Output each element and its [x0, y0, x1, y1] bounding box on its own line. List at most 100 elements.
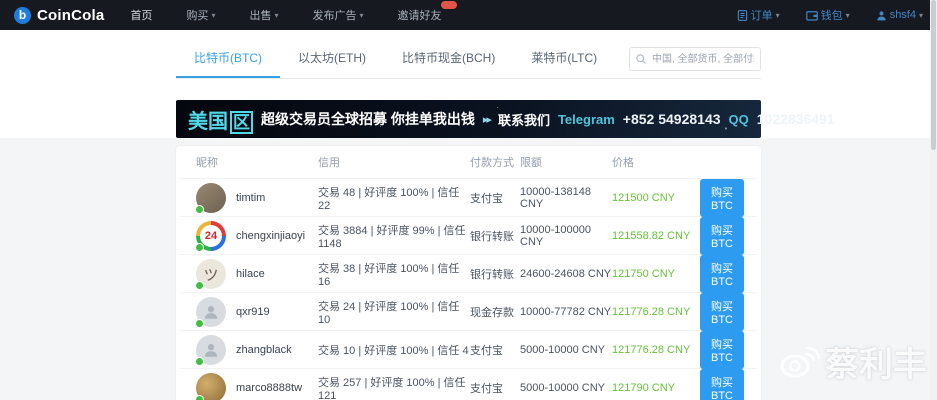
- trader-name: qxr919: [236, 306, 270, 318]
- scrollbar[interactable]: [930, 0, 937, 400]
- default-avatar-icon: [204, 344, 218, 357]
- user-icon: [877, 10, 886, 20]
- buy-btc-button[interactable]: 购买 BTC: [700, 331, 744, 369]
- limit-range: 10000-100000 CNY: [520, 224, 591, 248]
- coin-tabs-row: 比特币(BTC) 以太坊(ETH) 比特币现金(BCH) 莱特币(LTC): [176, 40, 761, 79]
- promo-banner[interactable]: 美国区 超级交易员全球招募 你挂单我出钱 ▸▸ 联系我们 Telegram +8…: [176, 100, 835, 138]
- offers-card: 昵称 信用 付款方式 限额 价格 timtim 交易 48 | 好评度 100%…: [176, 146, 761, 400]
- buy-btc-button[interactable]: 购买 BTC: [700, 369, 744, 400]
- nav-item-post-ad[interactable]: 发布广告 ▾: [312, 7, 363, 23]
- scrollbar-thumb[interactable]: [931, 0, 936, 150]
- main-nav: 首页 购买 ▾ 出售 ▾ 发布广告 ▾ 邀请好友: [130, 1, 458, 23]
- avatar: [195, 335, 226, 366]
- orders-icon: [737, 9, 747, 21]
- online-dot: [195, 395, 204, 400]
- payment-method: 支付宝: [470, 193, 503, 205]
- payment-method: 银行转账: [470, 269, 514, 281]
- nav-item-invite-friends[interactable]: 邀请好友: [397, 1, 458, 23]
- nav-item-label: 购买: [186, 10, 209, 22]
- price: 121558.82 CNY: [612, 230, 691, 242]
- online-dot: [195, 243, 204, 252]
- trader-cell[interactable]: ツ hilace: [195, 259, 318, 290]
- nav-item-buy[interactable]: 购买 ▾: [186, 7, 215, 23]
- online-dot: [195, 205, 204, 214]
- tab-eth[interactable]: 以太坊(ETH): [298, 51, 366, 65]
- col-header-payment: 付款方式: [470, 157, 514, 169]
- table-row: 24 chengxinjiaoyi 交易 3884 | 好评度 99% | 信任…: [180, 216, 757, 255]
- trader-name: hilace: [236, 268, 265, 280]
- new-badge: [441, 1, 458, 9]
- banner-telegram-label: Telegram: [557, 111, 615, 127]
- table-row: ツ hilace 交易 38 | 好评度 100% | 信任 16 银行转账 2…: [180, 254, 757, 293]
- buy-btc-button[interactable]: 购买 BTC: [700, 179, 744, 217]
- banner-contact-label: 联系我们: [497, 112, 550, 128]
- nav-item-label: 首页: [130, 10, 153, 22]
- credit-info: 交易 24 | 好评度 100% | 信任 10: [318, 301, 460, 326]
- payment-method: 支付宝: [470, 345, 503, 357]
- trader-cell[interactable]: zhangblack: [195, 335, 318, 366]
- chevron-down-icon: ▾: [775, 10, 780, 20]
- trader-name: chengxinjiaoyi: [236, 230, 306, 242]
- price: 121750 CNY: [612, 268, 675, 280]
- trader-cell[interactable]: qxr919: [195, 297, 318, 328]
- chevron-down-icon: ▾: [845, 10, 850, 20]
- nav-item-label: 出售: [249, 10, 272, 22]
- trader-name: marco8888tw: [236, 382, 303, 394]
- nav-item-account[interactable]: shsf4 ▾: [876, 9, 923, 21]
- price: 121776.28 CNY: [612, 306, 691, 318]
- limit-range: 24600-24608 CNY: [520, 268, 612, 280]
- col-header-credit: 信用: [318, 157, 340, 169]
- coincola-logo-icon: b: [14, 6, 31, 24]
- avatar: [195, 297, 226, 328]
- col-header-price: 价格: [612, 157, 634, 169]
- payment-method: 现金存款: [470, 307, 514, 319]
- limit-range: 10000-138148 CNY: [520, 186, 591, 210]
- tab-btc[interactable]: 比特币(BTC): [176, 40, 280, 78]
- price: 121500 CNY: [612, 192, 675, 204]
- table-row: timtim 交易 48 | 好评度 100% | 信任 22 支付宝 1000…: [180, 178, 757, 217]
- col-header-nickname: 昵称: [196, 157, 218, 169]
- buy-btc-button[interactable]: 购买 BTC: [700, 293, 744, 331]
- trader-name: zhangblack: [236, 344, 292, 356]
- limit-range: 5000-10000 CNY: [520, 382, 606, 394]
- nav-item-label: 订单: [750, 10, 773, 22]
- buy-btc-button[interactable]: 购买 BTC: [700, 217, 744, 255]
- nav-item-sell[interactable]: 出售 ▾: [249, 7, 278, 23]
- table-row: marco8888tw 交易 257 | 好评度 100% | 信任 121 支…: [180, 368, 757, 400]
- online-dot: [195, 281, 204, 290]
- trader-cell[interactable]: marco8888tw: [195, 373, 318, 400]
- search-icon: [636, 54, 646, 64]
- wallet-icon: [805, 10, 818, 21]
- limit-range: 5000-10000 CNY: [520, 344, 606, 356]
- avatar: [195, 183, 226, 214]
- coincola-logo[interactable]: b CoinCola: [14, 6, 105, 24]
- avatar: [195, 373, 226, 400]
- payment-method: 银行转账: [470, 231, 514, 243]
- nav-item-orders[interactable]: 订单 ▾: [737, 7, 780, 23]
- default-avatar-icon: [204, 306, 218, 319]
- trader-cell[interactable]: timtim: [195, 183, 318, 214]
- navbar-right: 订单 ▾ 钱包 ▾ shsf4 ▾: [737, 7, 923, 23]
- coin-tabs: 比特币(BTC) 以太坊(ETH) 比特币现金(BCH) 莱特币(LTC): [176, 40, 615, 78]
- nav-item-label: 发布广告: [312, 10, 357, 22]
- brand-name: CoinCola: [37, 6, 105, 24]
- credit-info: 交易 38 | 好评度 100% | 信任 16: [318, 263, 460, 288]
- avatar: 24: [195, 221, 226, 252]
- trader-cell[interactable]: 24 chengxinjiaoyi: [195, 221, 318, 252]
- buy-btc-button[interactable]: 购买 BTC: [700, 255, 744, 293]
- tab-ltc[interactable]: 莱特币(LTC): [531, 51, 598, 65]
- chevron-down-icon: ▾: [918, 10, 923, 20]
- nav-item-wallet[interactable]: 钱包 ▾: [805, 7, 850, 23]
- table-row: zhangblack 交易 10 | 好评度 100% | 信任 4 支付宝 5…: [180, 330, 757, 369]
- chevron-down-icon: ▾: [274, 10, 279, 20]
- tab-bch[interactable]: 比特币现金(BCH): [402, 51, 496, 65]
- avatar: ツ: [195, 259, 226, 290]
- banner-arrows-icon: ▸▸: [482, 113, 492, 126]
- online-dot: [195, 357, 204, 366]
- table-row: qxr919 交易 24 | 好评度 100% | 信任 10 现金存款 100…: [180, 292, 757, 331]
- search-input[interactable]: [629, 47, 761, 71]
- nav-item-home[interactable]: 首页: [130, 7, 152, 23]
- banner-telegram-number: +852 54928143: [622, 111, 721, 127]
- head-section: 比特币(BTC) 以太坊(ETH) 比特币现金(BCH) 莱特币(LTC) 美国…: [0, 30, 937, 138]
- top-navbar: b CoinCola 首页 购买 ▾ 出售 ▾ 发布广告 ▾ 邀请好友 订单 ▾: [0, 0, 937, 30]
